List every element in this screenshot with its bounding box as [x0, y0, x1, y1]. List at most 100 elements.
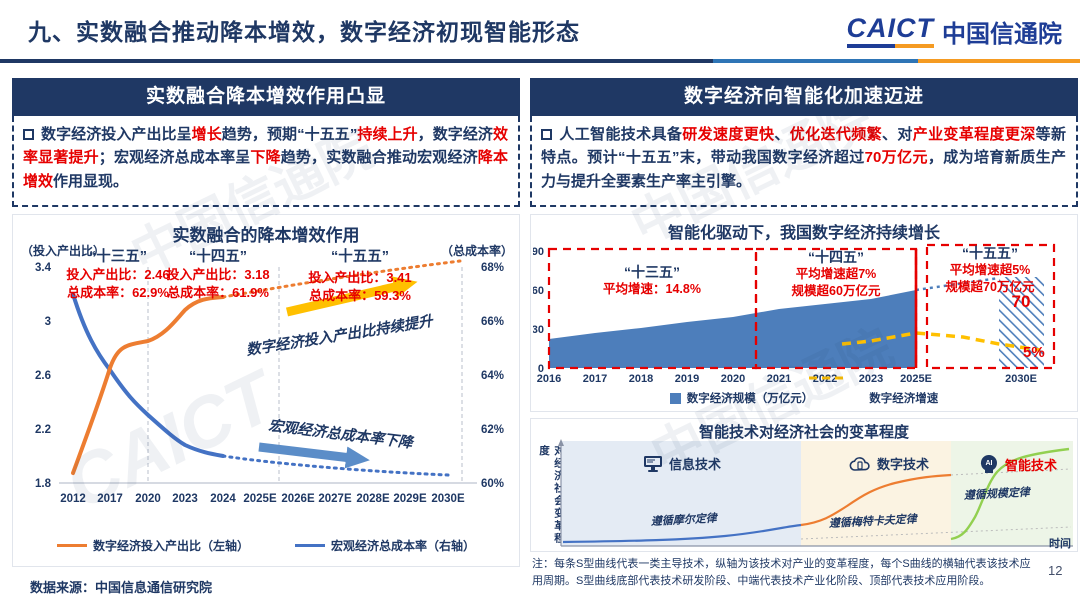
- x-tick: 2030E: [1005, 373, 1037, 385]
- right-axis-caption: （总成本率）: [440, 244, 513, 258]
- y-axis-arrow: [558, 439, 564, 446]
- curve-label: 遵循梅特卡夫定律: [828, 512, 919, 530]
- zone-header-info-tech: 信息技术: [643, 454, 721, 473]
- body-text-highlight: 优化迭代频繁: [789, 126, 882, 143]
- legend-item: 数字经济增速: [869, 390, 938, 406]
- right-bottom-chart-title: 智能技术对经济社会的变革程度: [698, 424, 909, 441]
- right-top-chart-card: 智能化驱动下，我国数字经济持续增长 90 60 30 0: [530, 214, 1078, 412]
- page-number: 12: [1048, 563, 1063, 578]
- up-trend-arrow: [285, 276, 418, 317]
- right-panel-body: 人工智能技术具备研发速度更快、优化迭代频繁、对产业变革程度更深等新特点。预计“十…: [530, 116, 1078, 207]
- left-chart-legend: 数字经济投入产出比（左轴） 宏观经济总成本率（右轴）: [13, 537, 519, 554]
- body-text: ，数字经济: [417, 126, 493, 143]
- left-chart-title: 实数融合的降本增效作用: [172, 226, 360, 245]
- y-tick-left: 3.4: [35, 262, 52, 274]
- zone-digital-tech-bg: [801, 441, 951, 546]
- body-text: ，成为培育新质生产力与提升全要素生产率主引擎。: [541, 149, 1066, 190]
- x-tick: 2029E: [393, 493, 427, 505]
- annotation-line: 规模超60万亿元: [791, 283, 881, 298]
- y-tick-left: 2.6: [35, 370, 51, 382]
- right-top-chart-legend: 数字经济规模（万亿元） 数字经济增速: [531, 390, 1077, 406]
- legend-label: 数字经济增速: [869, 393, 939, 405]
- caict-logo: CAICT 中国信通院: [846, 14, 1062, 49]
- x-tick: 2020: [135, 493, 161, 505]
- left-axis-caption: （投入产出比）: [21, 244, 106, 258]
- period-annotation: 投入产出比：2.46 总成本率：62.9%: [48, 266, 188, 301]
- right-top-chart-title: 智能化驱动下，我国数字经济持续增长: [667, 225, 940, 242]
- y-tick-right: 60%: [481, 478, 504, 490]
- caict-logo-underline: [846, 44, 934, 48]
- trend-dotted-line: [800, 526, 1072, 540]
- up-trend-note: 数字经济投入产出比持续提升: [245, 312, 435, 359]
- period-annotation: 平均增速超7% 规模超60万亿元: [766, 266, 906, 300]
- x-tick: 2025E: [243, 493, 277, 505]
- annotation-line: 平均增速超5%: [949, 263, 1031, 277]
- io-ratio-line: [71, 295, 225, 475]
- annotation-line: 规模超70万亿元: [945, 279, 1035, 294]
- legend-item: 数字经济投入产出比（左轴）: [56, 537, 249, 554]
- annotation-line: 投入产出比：3.18: [166, 267, 270, 282]
- left-chart-plot: 3.4 3 2.6 2.2 1.8 68% 66% 64% 62% 60% 20…: [35, 259, 504, 505]
- body-text: 趋势，实数融合推动宏观经济: [280, 149, 478, 167]
- forecast-2030-bar: [999, 277, 1044, 368]
- annotation-line: 投入产出比：2.46: [66, 267, 170, 282]
- body-text-highlight: 持续上升: [357, 126, 418, 143]
- bullet-square-icon: [23, 129, 34, 140]
- digital-economy-area: [549, 290, 916, 368]
- s-curve-plot: 遵循摩尔定律 遵循梅特卡夫定律 遵循规模定律: [558, 439, 1073, 547]
- x-tick: 2017: [583, 373, 607, 385]
- cost-rate-forecast-dotted: [221, 454, 450, 477]
- right-panel-title: 数字经济向智能化加速迈进: [530, 78, 1078, 116]
- cloud-icon: [849, 456, 870, 471]
- y-tick: 60: [533, 285, 544, 297]
- page-title: 九、实数融合推动降本增效，数字经济初现智能形态: [28, 19, 580, 45]
- x-tick: 2023: [172, 493, 198, 505]
- body-text-highlight: 效率显著提升: [23, 126, 508, 167]
- annotation-line: 平均增速：14.8%: [603, 282, 701, 296]
- period-label: “十五五”: [331, 249, 389, 265]
- blue-line-swatch: [295, 544, 325, 547]
- down-trend-arrow: [258, 442, 370, 469]
- period-box-13-5: [547, 247, 758, 370]
- bar-value-label: 70: [1012, 292, 1031, 311]
- body-text: 数字经济投入产出比呈: [41, 126, 192, 143]
- trend-dotted-line: [950, 468, 1072, 476]
- period-label: “十五五”: [962, 245, 1018, 261]
- y-tick-right: 64%: [481, 370, 504, 382]
- y-tick-right: 68%: [481, 262, 504, 274]
- x-tick: 2028E: [356, 493, 390, 505]
- period-label: “十四五”: [189, 249, 247, 265]
- body-text-highlight: 下降: [250, 149, 281, 167]
- zone-ai-tech-bg: [951, 441, 1073, 546]
- scaling-law-curve: [950, 447, 1070, 541]
- body-text-highlight: 70万亿元: [864, 149, 928, 167]
- y-tick-right: 62%: [481, 424, 504, 436]
- body-text: 作用显现。: [53, 172, 129, 190]
- annotation-line: 平均增速超7%: [795, 267, 877, 281]
- body-text-highlight: 产业变革程度更深: [912, 126, 1036, 143]
- area-swatch: [669, 392, 681, 404]
- orange-line-swatch: [56, 544, 87, 547]
- body-text: 等新特点。预计“十五五”末，带动我国数字经济超过: [541, 126, 1066, 167]
- legend-label: 宏观经济总成本率（右轴）: [331, 539, 476, 553]
- left-panel-body: 数字经济投入产出比呈增长趋势，预期“十五五”持续上升，数字经济效率显著提升；宏观…: [12, 116, 520, 207]
- y-tick: 0: [538, 363, 544, 375]
- body-text-highlight: 降本增效: [23, 149, 508, 190]
- moore-law-curve: [562, 523, 802, 544]
- x-tick: 2019: [675, 373, 699, 385]
- metcalfe-law-curve: [800, 473, 952, 527]
- bullet-square-icon: [541, 129, 552, 140]
- right-bottom-chart-card: 智能技术对经济社会的变革程度 对经济社会变革程度 遵循摩尔定律 遵循梅特卡夫定律…: [530, 418, 1078, 552]
- body-text: 、对: [881, 126, 913, 143]
- period-label: “十三五”: [624, 264, 680, 280]
- x-tick: 2020: [721, 373, 745, 385]
- x-tick: 2025E: [900, 373, 932, 385]
- monitor-icon: [644, 455, 662, 472]
- io-ratio-forecast-dotted: [221, 259, 462, 299]
- annotation-line: 总成本率：59.3%: [309, 287, 411, 303]
- annotation-line: 总成本率：62.9%: [67, 284, 169, 300]
- zone-info-tech-bg: [561, 441, 801, 546]
- growth-rate-dashed-line: [841, 331, 1041, 352]
- y-tick: 30: [533, 324, 544, 336]
